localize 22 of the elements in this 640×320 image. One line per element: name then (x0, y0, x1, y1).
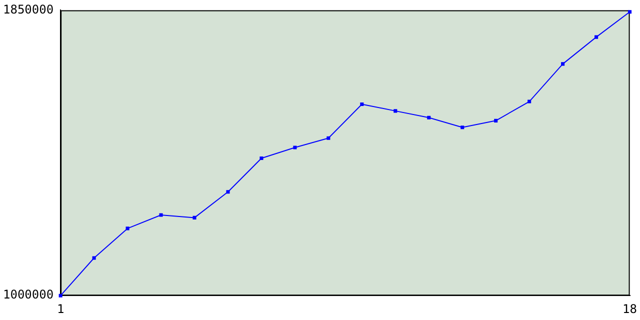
point (594, 35, 598, 39)
point (360, 102, 364, 106)
point (394, 109, 398, 113)
point (326, 136, 330, 140)
point (226, 190, 230, 194)
point (92, 256, 96, 260)
point (427, 116, 431, 120)
point (260, 156, 264, 160)
x-tick-label: 18 (622, 302, 637, 316)
point (58, 294, 62, 298)
point (159, 213, 163, 217)
point (460, 126, 464, 130)
point (126, 226, 130, 230)
point (293, 146, 297, 150)
point (528, 100, 532, 104)
point (561, 62, 565, 66)
y-tick-label: 1850000 (2, 2, 54, 16)
y-tick-label: 1000000 (2, 288, 54, 302)
point (494, 118, 498, 122)
x-tick-label: 1 (56, 302, 64, 316)
point (192, 216, 196, 220)
point (628, 10, 632, 14)
